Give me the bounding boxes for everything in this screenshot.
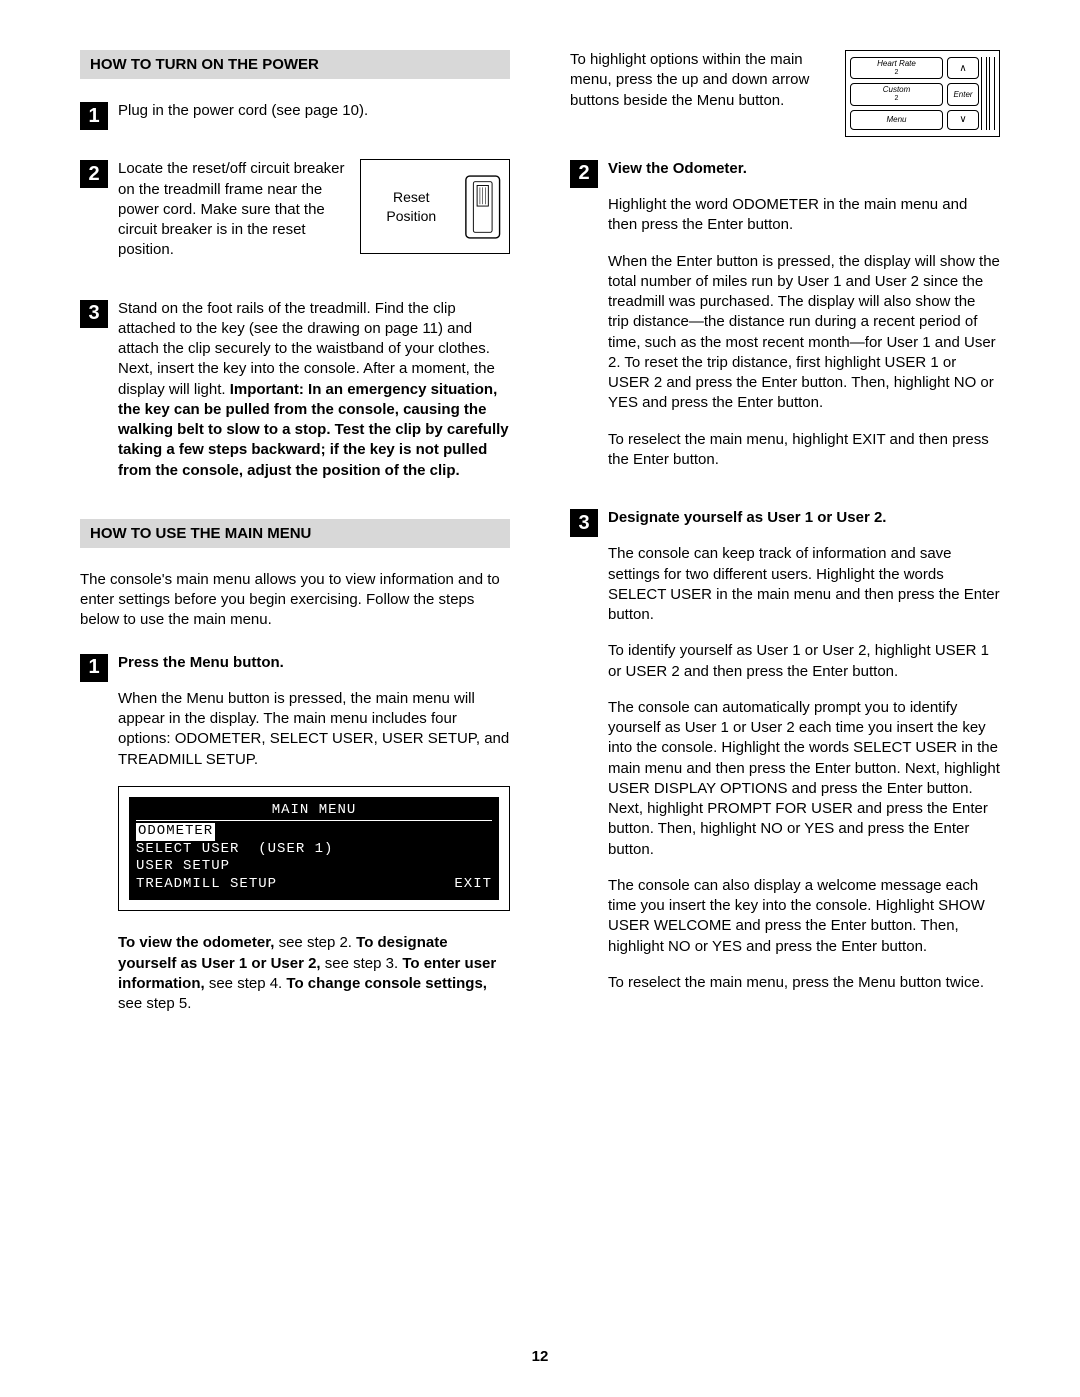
power-step-1: 1 Plug in the power cord (see page 10). [80,101,510,137]
step-text: Highlight the word ODOMETER in the main … [608,195,1000,236]
step-text: The console can keep track of informatio… [608,544,1000,625]
step-text: To reselect the main menu, press the Men… [608,973,1000,993]
reset-position-diagram: Reset Position [360,159,510,254]
power-step-2: 2 Reset Position Locate the reset/off ci… [80,159,510,276]
step-number: 2 [570,160,598,188]
section-header-main-menu: HOW TO USE THE MAIN MENU [80,519,510,548]
step-text: To identify yourself as User 1 or User 2… [608,641,1000,682]
right-column: Heart Rate2 ∧ Custom2 Enter Menu ∨ To hi… [570,50,1000,1052]
menu-button: Menu [850,110,943,130]
section-header-power: HOW TO TURN ON THE POWER [80,50,510,79]
menu-title: MAIN MENU [136,802,492,822]
menu-item-select-user: SELECT USER [136,841,239,857]
menu-item-user-setup: USER SETUP [136,858,492,876]
menu-step-1: 1 Press the Menu button. When the Menu b… [80,653,510,1031]
menu-step-2: 2 View the Odometer. Highlight the word … [570,159,1000,486]
main-menu-display: MAIN MENU ODOMETER SELECT USER (USER 1) … [118,786,510,912]
console-edge [981,57,987,130]
step-number: 2 [80,160,108,188]
page-number: 12 [0,1348,1080,1365]
step-text: Stand on the foot rails of the treadmill… [118,299,510,481]
circuit-breaker-icon [464,172,501,242]
up-arrow-button: ∧ [947,57,979,79]
menu-user-indicator: (USER 1) [258,841,333,857]
step-number: 1 [80,654,108,682]
step-title: View the Odometer. [608,159,1000,179]
left-column: HOW TO TURN ON THE POWER 1 Plug in the p… [80,50,510,1052]
step-text: Plug in the power cord (see page 10). [118,101,510,121]
menu-step-3: 3 Designate yourself as User 1 or User 2… [570,508,1000,1009]
menu-item-treadmill-setup: TREADMILL SETUP [136,876,277,894]
step-text: The console can also display a welcome m… [608,876,1000,957]
step-title: Press the Menu button. [118,653,510,673]
step-text: To reselect the main menu, highlight EXI… [608,430,1000,471]
power-step-3: 3 Stand on the foot rails of the treadmi… [80,299,510,497]
step-text: The console can automatically prompt you… [608,698,1000,860]
step-title: Designate yourself as User 1 or User 2. [608,508,1000,528]
step-text: When the Enter button is pressed, the di… [608,252,1000,414]
step-number: 3 [80,300,108,328]
enter-button: Enter [947,83,979,105]
reset-label: Reset Position [369,188,454,226]
console-edge [989,57,995,130]
menu-item-exit: EXIT [454,876,492,894]
step-number: 3 [570,509,598,537]
custom-button: Custom2 [850,83,943,105]
down-arrow-button: ∨ [947,110,979,130]
menu-item-odometer: ODOMETER [136,823,215,841]
main-menu-intro: The console's main menu allows you to vi… [80,570,510,631]
console-buttons-diagram: Heart Rate2 ∧ Custom2 Enter Menu ∨ [845,50,1000,137]
step-number: 1 [80,102,108,130]
navigation-guide: To view the odometer, see step 2. To des… [118,933,510,1014]
step-text: When the Menu button is pressed, the mai… [118,689,510,770]
heart-rate-button: Heart Rate2 [850,57,943,79]
